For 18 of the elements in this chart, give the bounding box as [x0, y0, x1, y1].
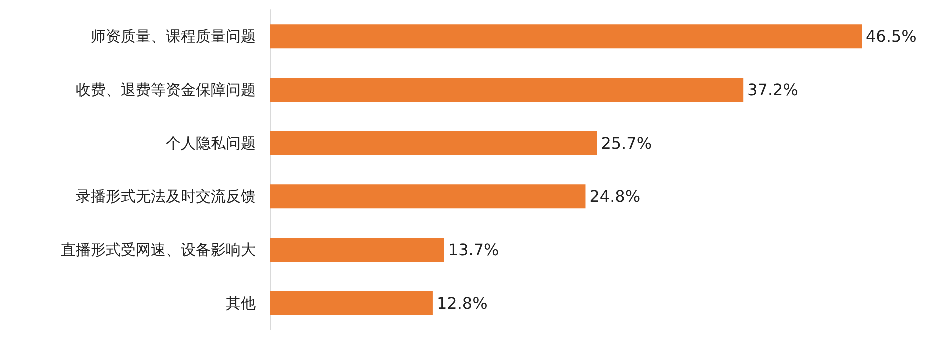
bar — [270, 238, 444, 262]
data-label: 24.8% — [590, 187, 641, 206]
data-label: 12.8% — [436, 294, 488, 313]
bar — [270, 291, 433, 316]
data-label: 13.7% — [448, 240, 500, 260]
y-tick-label: 录播形式无法及时交流反馈 — [76, 188, 256, 206]
y-tick-label: 个人隐私问题 — [166, 134, 256, 152]
data-label: 25.7% — [601, 134, 652, 153]
y-tick-label: 其他 — [226, 294, 256, 312]
bar — [270, 184, 586, 209]
bar — [270, 78, 744, 102]
data-label: 46.5% — [866, 27, 917, 46]
y-tick-label: 师资质量、课程质量问题 — [91, 28, 256, 46]
y-tick-label: 收费、退费等资金保障问题 — [76, 81, 256, 99]
bar — [270, 131, 598, 156]
data-label: 37.2% — [748, 80, 798, 100]
bar — [270, 24, 862, 49]
y-tick-label: 直播形式受网速、设备影响大 — [61, 241, 256, 259]
